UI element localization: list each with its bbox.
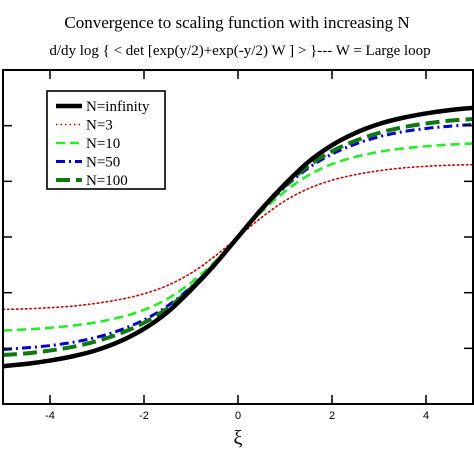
chart-subtitle: d/dy log { < det [exp(y/2)+exp(-y/2) W ]…: [49, 43, 430, 59]
series-line-n-10: [3, 142, 473, 332]
legend-label-0: N=infinity: [86, 99, 150, 115]
legend-label-2: N=10: [86, 136, 120, 152]
chart-title: Convergence to scaling function with inc…: [64, 13, 409, 32]
legend: N=infinity N=3 N=10 N=50 N=100: [46, 90, 166, 190]
legend-label-3: N=50: [86, 155, 120, 171]
x-tick-label-0: -4: [45, 410, 55, 422]
x-tick-label-3: 2: [329, 410, 335, 422]
x-tick-label-4: 4: [423, 410, 429, 422]
series-line-n-infinity: [3, 105, 473, 369]
x-tick-label-2: 0: [235, 410, 241, 422]
x-axis-label: ξ: [234, 427, 243, 449]
x-tick-label-1: -2: [139, 410, 149, 422]
legend-label-4: N=100: [86, 173, 128, 189]
legend-label-1: N=3: [86, 118, 113, 134]
series-layer: [3, 105, 473, 369]
tick-layer: -4 -2 0 2 4: [3, 70, 473, 422]
